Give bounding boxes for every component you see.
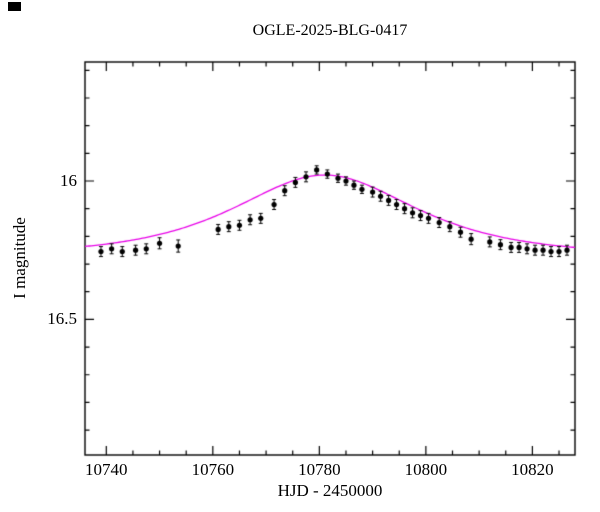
- y-tick-label: 16: [60, 171, 77, 190]
- x-tick-label: 10780: [298, 460, 341, 479]
- y-tick-label: 16.5: [47, 309, 77, 329]
- x-tick-label: 10760: [191, 460, 235, 479]
- y-axis-title: I magnitude: [10, 217, 29, 299]
- x-tick-label: 10800: [404, 460, 448, 479]
- chart-title: OGLE-2025-BLG-0417: [252, 22, 408, 39]
- x-tick-label: 10740: [85, 460, 128, 479]
- x-tick-label: 10820: [511, 460, 554, 479]
- x-axis-title: HJD - 2450000: [277, 481, 383, 500]
